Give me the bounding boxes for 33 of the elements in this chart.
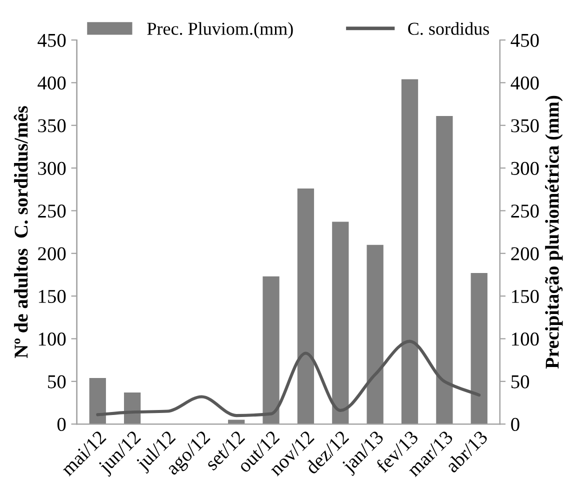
y2-tick-label: 450 <box>510 34 539 47</box>
y-tick-label: 100 <box>38 332 66 346</box>
line-series <box>96 340 481 418</box>
bar <box>262 276 280 424</box>
y2-tick-label: 350 <box>511 119 539 132</box>
y-tick-label: 400 <box>38 76 66 90</box>
legend-label: Prec. Pluviom.(mm) <box>147 22 293 39</box>
y2-tick-label: 150 <box>512 290 539 303</box>
y-tick-label: 350 <box>38 119 66 132</box>
y2-tick-label: 200 <box>511 247 539 260</box>
bar <box>297 188 314 424</box>
y-tick-label: 150 <box>38 290 66 303</box>
y2-tick-label: 250 <box>511 204 539 218</box>
y-tick-label: 0 <box>57 418 66 432</box>
y-tick-label: 200 <box>38 247 66 260</box>
y-tick-label: 250 <box>38 204 66 218</box>
bar <box>401 79 418 424</box>
legend-label: C. sordidus <box>408 22 489 35</box>
y-axis-title: Nº de adultos C. sordidus/mês <box>14 106 28 358</box>
y2-tick-label: 50 <box>511 375 530 388</box>
y2-tick-label: 0 <box>511 418 520 432</box>
bar <box>89 378 106 424</box>
y2-tick-label: 300 <box>511 162 539 175</box>
y2-axis-title: Precipitação pluviométrica (mm) <box>545 96 563 369</box>
bar <box>332 222 349 424</box>
y-tick-label: 50 <box>48 375 66 388</box>
y2-tick-label: 100 <box>512 332 539 346</box>
bar <box>436 116 453 424</box>
y-tick-label: 450 <box>38 34 66 47</box>
y-tick-label: 300 <box>38 162 66 175</box>
bar <box>470 273 488 424</box>
y2-tick-label: 400 <box>510 76 539 90</box>
bar <box>366 244 384 424</box>
